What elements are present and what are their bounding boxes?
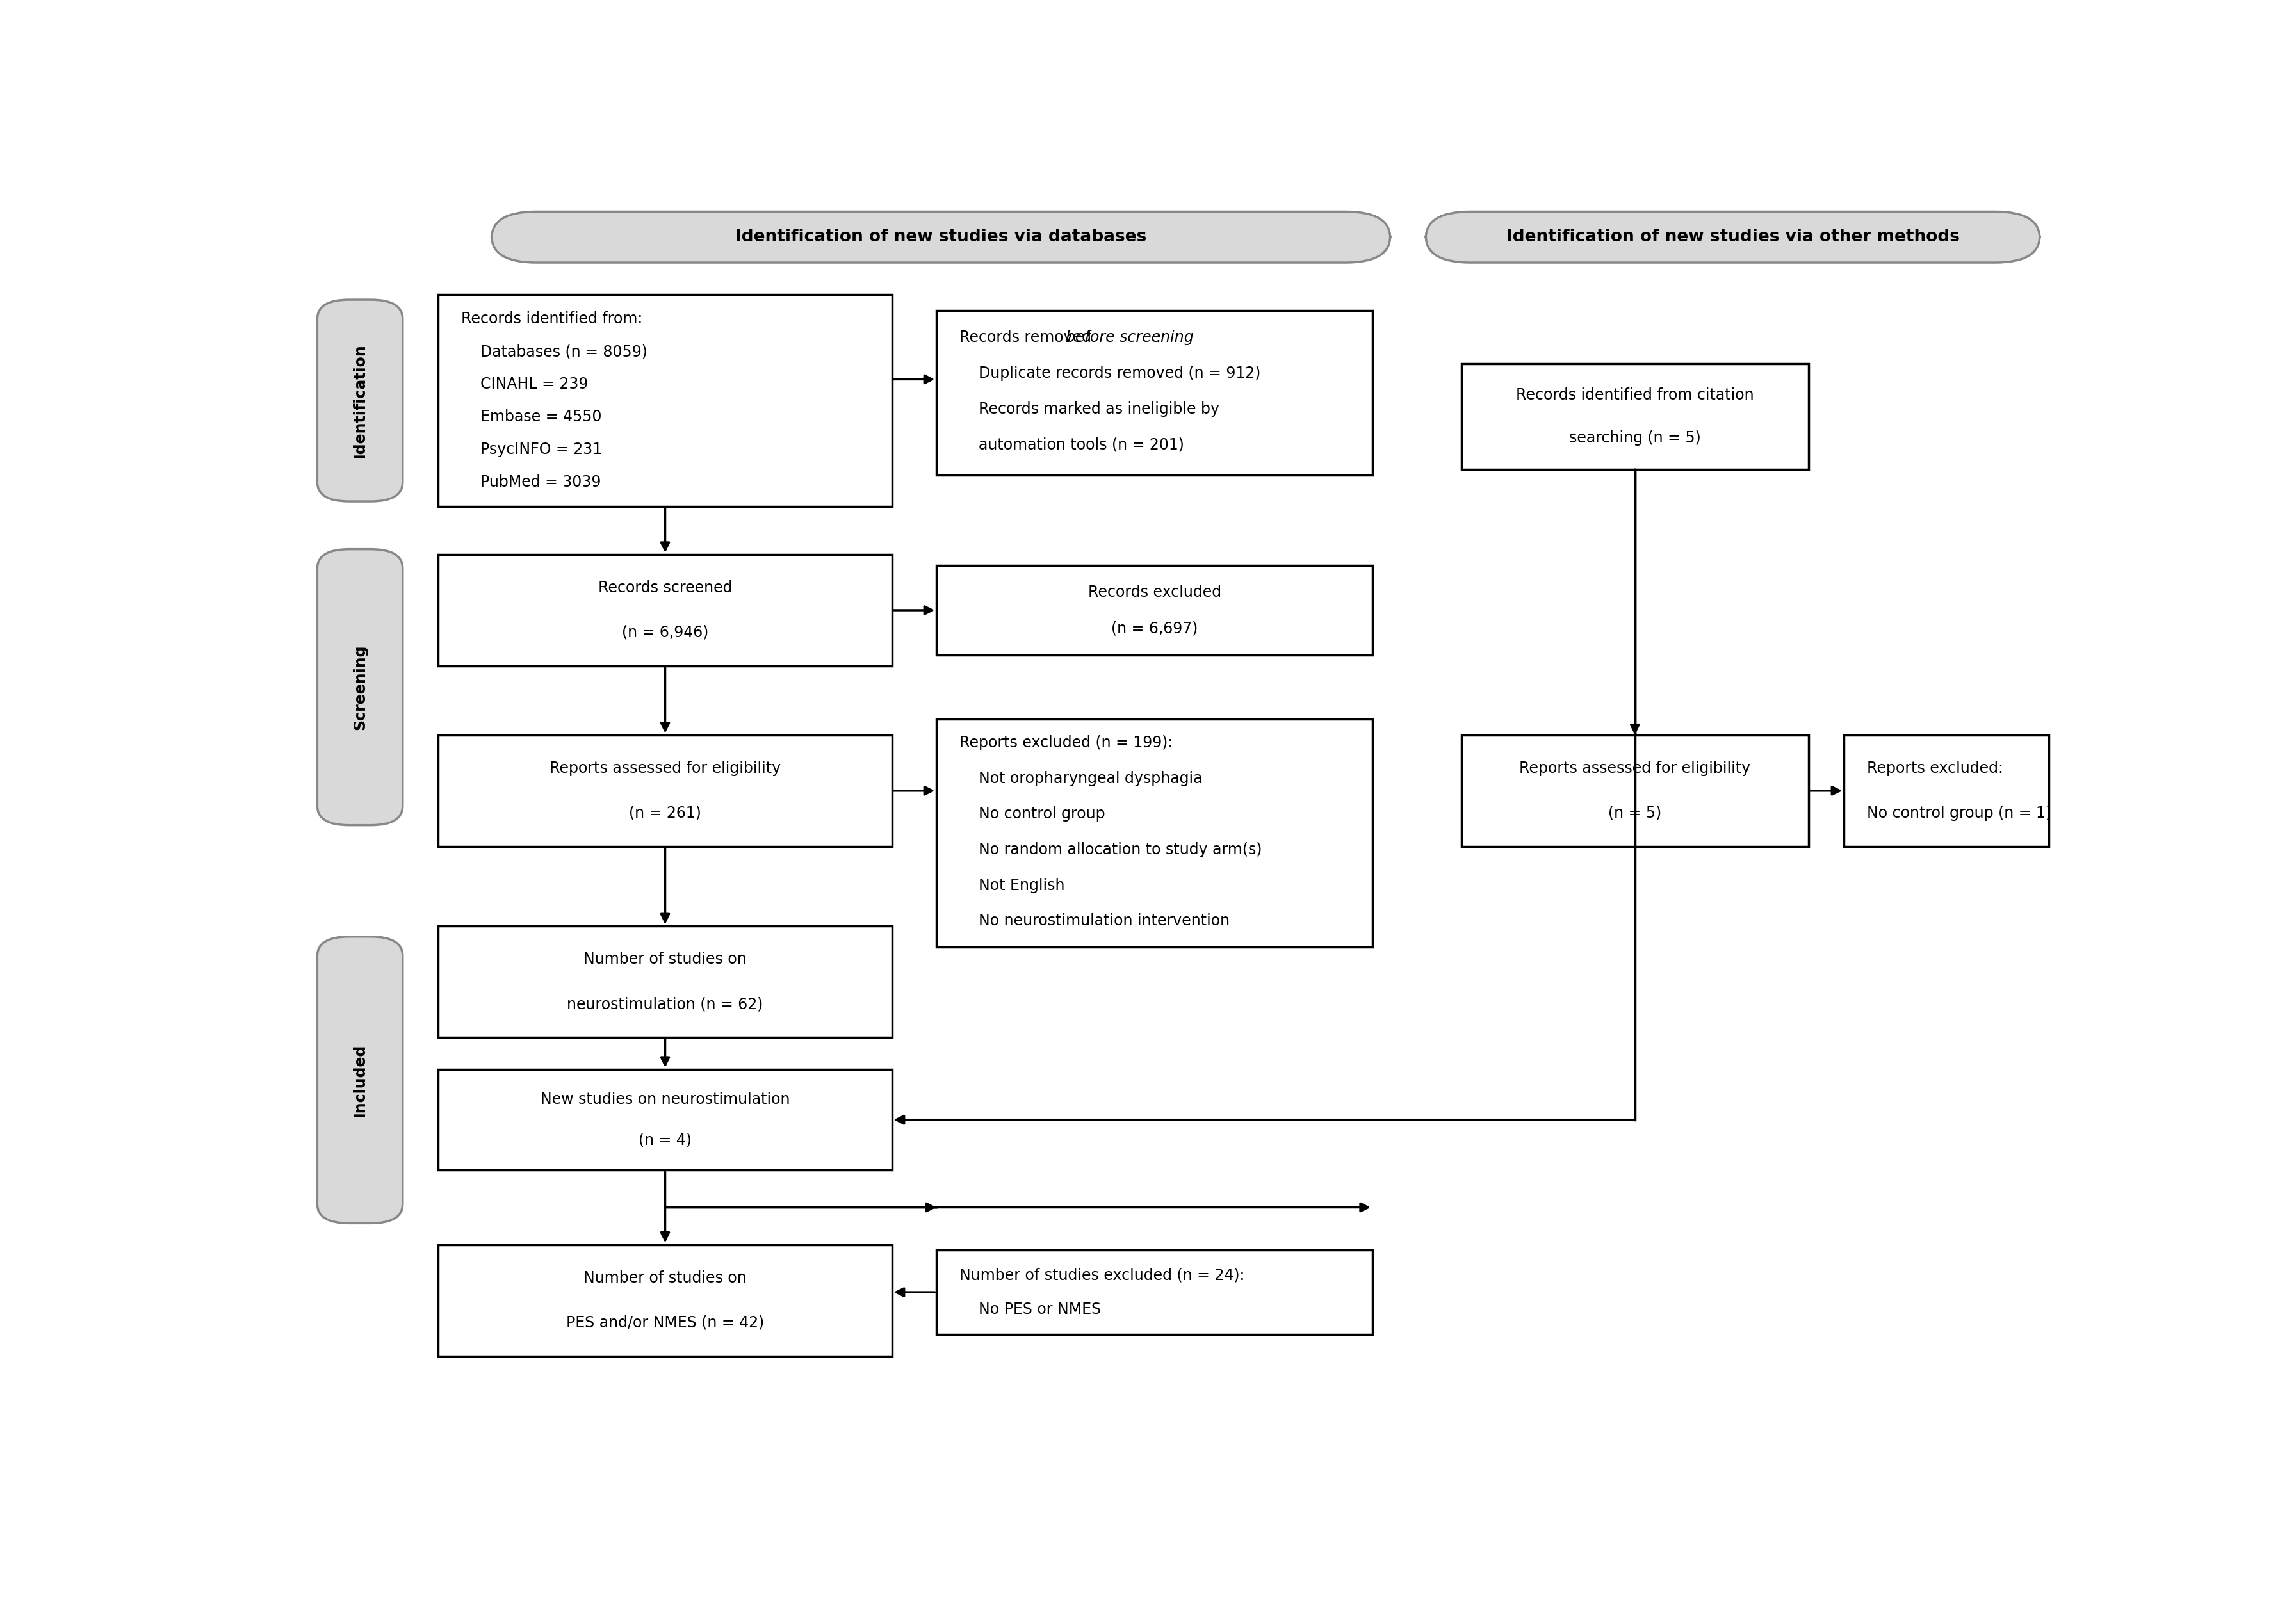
- Text: Not English: Not English: [960, 877, 1065, 894]
- Text: Identification: Identification: [351, 344, 367, 458]
- FancyBboxPatch shape: [1844, 736, 2048, 847]
- Text: No neurostimulation intervention: No neurostimulation intervention: [960, 913, 1231, 929]
- FancyBboxPatch shape: [439, 1245, 891, 1357]
- FancyBboxPatch shape: [439, 295, 891, 506]
- FancyBboxPatch shape: [937, 310, 1373, 474]
- Text: Records identified from:: Records identified from:: [461, 311, 643, 326]
- Text: Records removed: Records removed: [960, 331, 1097, 345]
- Text: Number of studies on: Number of studies on: [583, 1271, 746, 1286]
- FancyBboxPatch shape: [317, 300, 402, 502]
- Text: Reports assessed for eligibility: Reports assessed for eligibility: [549, 761, 781, 776]
- FancyBboxPatch shape: [439, 1069, 891, 1169]
- Text: (n = 261): (n = 261): [629, 805, 700, 821]
- Text: Included: Included: [351, 1044, 367, 1116]
- Text: searching (n = 5): searching (n = 5): [1568, 431, 1701, 445]
- Text: Records excluded: Records excluded: [1088, 584, 1221, 600]
- FancyBboxPatch shape: [491, 211, 1389, 263]
- Text: Reports excluded:: Reports excluded:: [1867, 761, 2004, 776]
- Text: :: :: [1155, 331, 1162, 345]
- FancyBboxPatch shape: [317, 548, 402, 826]
- FancyBboxPatch shape: [937, 719, 1373, 947]
- Text: neurostimulation (n = 62): neurostimulation (n = 62): [567, 997, 762, 1011]
- FancyBboxPatch shape: [439, 926, 891, 1037]
- Text: No random allocation to study arm(s): No random allocation to study arm(s): [960, 842, 1263, 858]
- FancyBboxPatch shape: [1460, 363, 1809, 469]
- FancyBboxPatch shape: [1426, 211, 2039, 263]
- Text: New studies on neurostimulation: New studies on neurostimulation: [540, 1092, 790, 1107]
- Text: CINAHL = 239: CINAHL = 239: [461, 376, 588, 392]
- Text: Screening: Screening: [351, 645, 367, 731]
- Text: Reports assessed for eligibility: Reports assessed for eligibility: [1520, 761, 1750, 776]
- Text: automation tools (n = 201): automation tools (n = 201): [960, 437, 1185, 453]
- FancyBboxPatch shape: [439, 736, 891, 847]
- Text: (n = 5): (n = 5): [1607, 805, 1662, 821]
- Text: (n = 6,946): (n = 6,946): [622, 624, 709, 640]
- Text: before screening: before screening: [1065, 331, 1194, 345]
- Text: Records screened: Records screened: [597, 581, 732, 595]
- Text: PubMed = 3039: PubMed = 3039: [461, 474, 602, 490]
- Text: PsycINFO = 231: PsycINFO = 231: [461, 442, 602, 456]
- Text: PES and/or NMES (n = 42): PES and/or NMES (n = 42): [567, 1315, 765, 1331]
- Text: Duplicate records removed (n = 912): Duplicate records removed (n = 912): [960, 366, 1261, 381]
- Text: Databases (n = 8059): Databases (n = 8059): [461, 344, 647, 360]
- Text: Number of studies excluded (n = 24):: Number of studies excluded (n = 24):: [960, 1268, 1244, 1282]
- Text: (n = 6,697): (n = 6,697): [1111, 621, 1199, 636]
- FancyBboxPatch shape: [317, 937, 402, 1223]
- FancyBboxPatch shape: [937, 1250, 1373, 1334]
- Text: No PES or NMES: No PES or NMES: [960, 1302, 1102, 1316]
- Text: Embase = 4550: Embase = 4550: [461, 410, 602, 424]
- Text: Reports excluded (n = 199):: Reports excluded (n = 199):: [960, 736, 1173, 750]
- Text: Records marked as ineligible by: Records marked as ineligible by: [960, 402, 1219, 416]
- Text: Number of studies on: Number of studies on: [583, 952, 746, 968]
- Text: Identification of new studies via databases: Identification of new studies via databa…: [735, 229, 1146, 245]
- Text: No control group (n = 1): No control group (n = 1): [1867, 805, 2053, 821]
- Text: Not oropharyngeal dysphagia: Not oropharyngeal dysphagia: [960, 771, 1203, 786]
- Text: Identification of new studies via other methods: Identification of new studies via other …: [1506, 229, 1958, 245]
- FancyBboxPatch shape: [937, 565, 1373, 655]
- Text: No control group: No control group: [960, 806, 1104, 821]
- Text: (n = 4): (n = 4): [638, 1132, 691, 1147]
- Text: Records identified from citation: Records identified from citation: [1515, 387, 1754, 403]
- FancyBboxPatch shape: [439, 555, 891, 666]
- FancyBboxPatch shape: [1460, 736, 1809, 847]
